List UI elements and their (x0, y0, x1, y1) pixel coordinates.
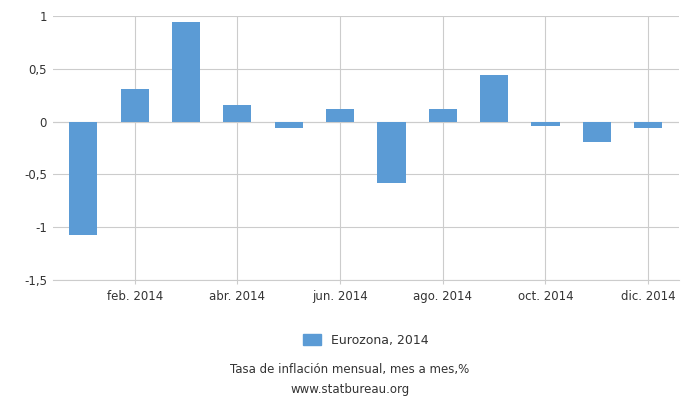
Bar (480, 75, 508, 122)
Legend: Eurozona, 2014: Eurozona, 2014 (303, 334, 428, 347)
Text: Tasa de inflación mensual, mes a mes,%: Tasa de inflación mensual, mes a mes,% (230, 364, 470, 376)
Bar (172, 22, 200, 122)
Bar (582, 122, 611, 142)
Bar (69, 122, 97, 234)
Bar (634, 122, 662, 128)
Bar (531, 122, 559, 126)
Bar (223, 105, 251, 122)
Text: www.statbureau.org: www.statbureau.org (290, 384, 410, 396)
Bar (377, 122, 405, 183)
Bar (120, 89, 149, 122)
Bar (274, 122, 303, 128)
Bar (428, 109, 457, 122)
Bar (326, 109, 354, 122)
